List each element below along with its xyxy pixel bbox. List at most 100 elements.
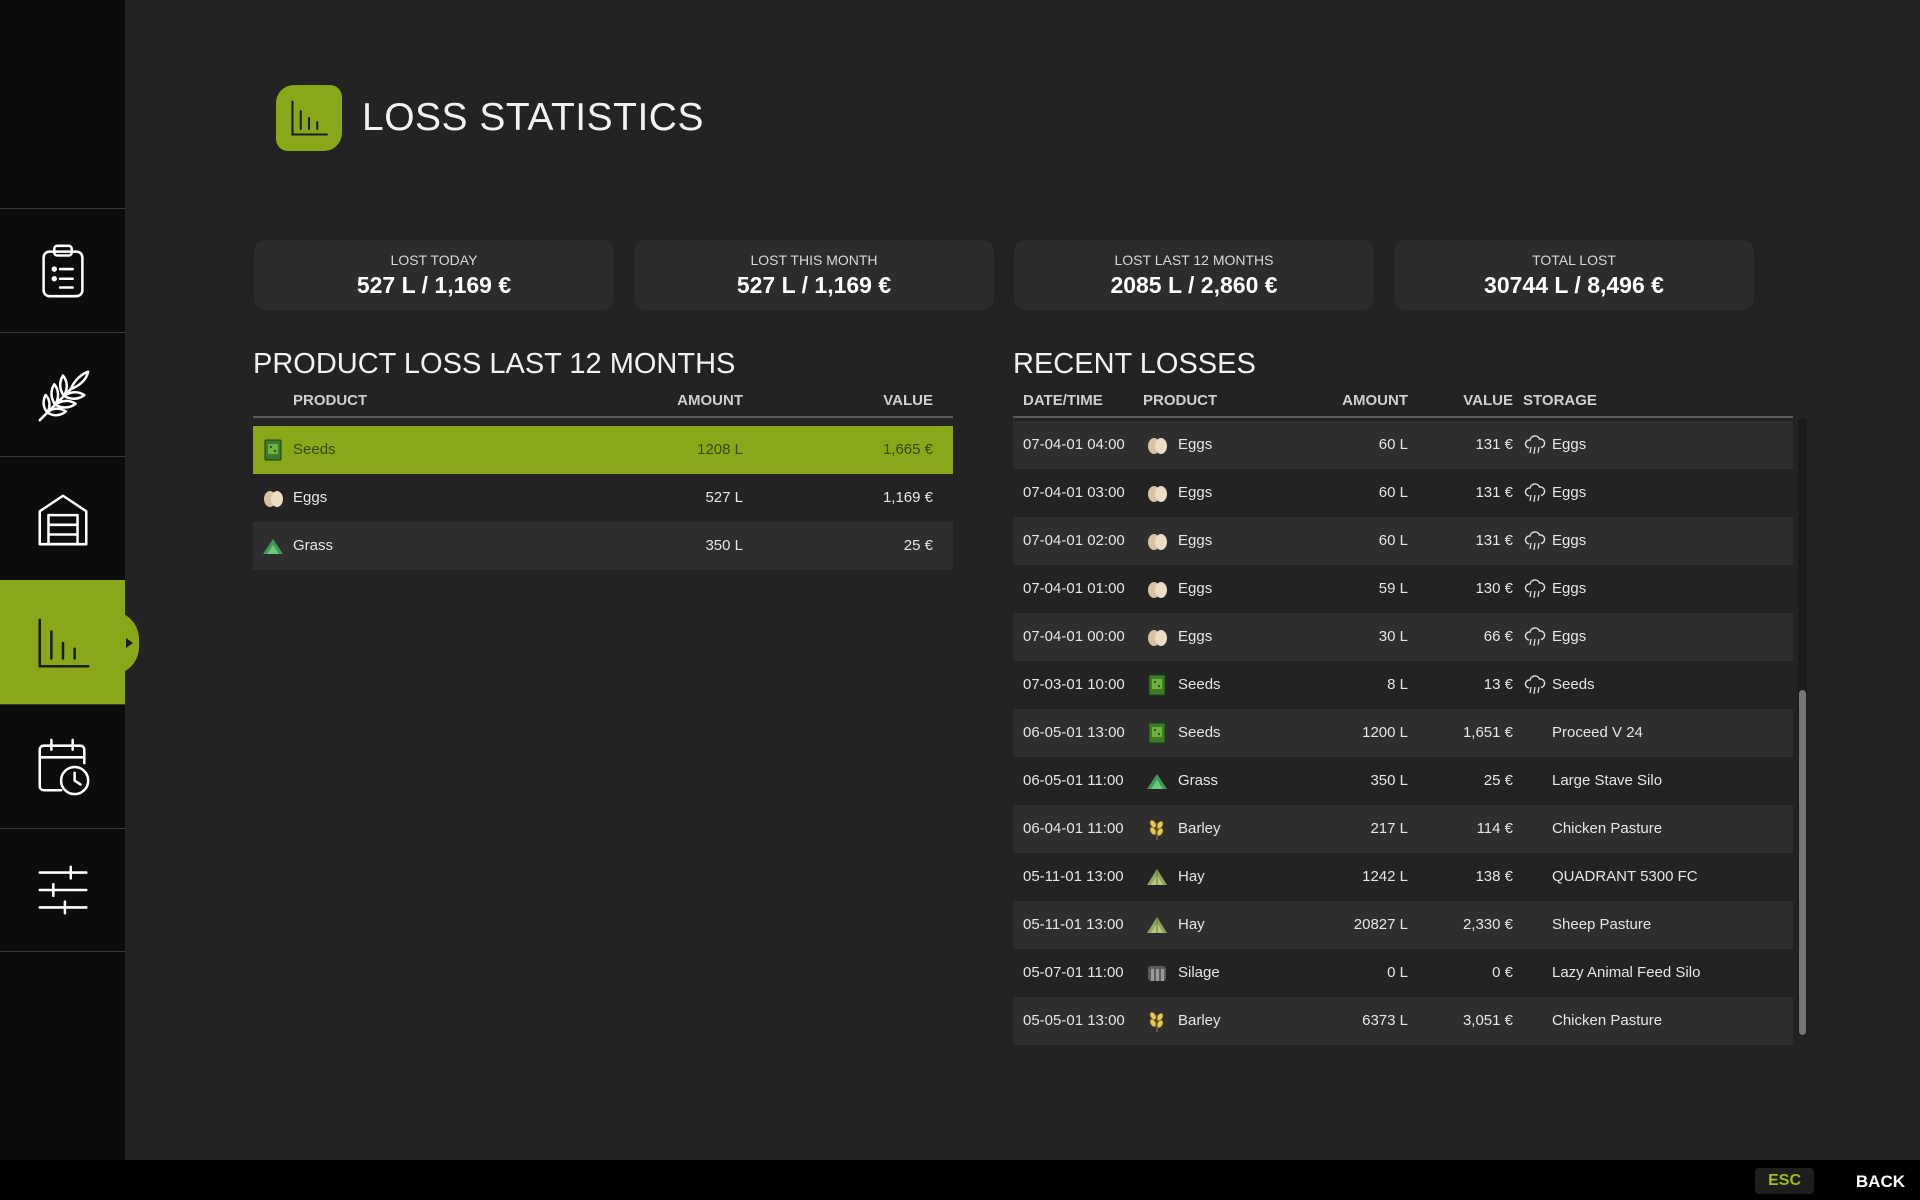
stat-value: 30744 L / 8,496 € [1484,271,1664,298]
loss-datetime: 05-07-01 11:00 [1023,964,1124,981]
loss-product: Eggs [1178,580,1213,597]
sidebar-item-storage[interactable] [0,456,125,580]
header-chart-icon [276,85,342,151]
loss-value: 114 € [1476,820,1513,837]
barn-icon [37,493,88,545]
column-header-storage: STORAGE [1523,392,1597,409]
loss-amount: 1242 L [1362,868,1408,885]
esc-key-badge[interactable]: ESC [1755,1168,1814,1194]
stat-label: LOST LAST 12 MONTHS [1114,251,1274,268]
column-header-value: VALUE [1463,392,1513,409]
header-divider [1013,416,1793,418]
product-loss-table: Seeds 1208 L 1,665 € Eggs 527 L 1,169 € … [253,426,953,570]
sidebar-item-calendar[interactable] [0,704,125,828]
eggs-icon [1148,438,1167,454]
column-header-datetime: DATE/TIME [1023,392,1103,409]
column-header-value: VALUE [883,392,933,409]
loss-product: Eggs [1178,628,1213,645]
loss-value: 1,651 € [1462,724,1513,741]
grass-icon [263,539,283,554]
table-row[interactable]: 05-11-01 13:00 Hay 20827 L 2,330 € Sheep Pas… [1013,901,1793,949]
hay-icon [1147,869,1167,885]
product-loss-title: PRODUCT LOSS LAST 12 MONTHS [253,348,736,380]
product-value: 1,665 € [882,441,933,458]
loss-value: 130 € [1475,580,1513,597]
bar-chart-icon [291,100,328,136]
loss-datetime: 07-04-01 00:00 [1023,628,1125,645]
eggs-icon [1148,630,1167,646]
loss-datetime: 05-05-01 13:00 [1023,1012,1125,1029]
sidebar-item-settings[interactable] [0,828,125,952]
table-row[interactable]: 06-04-01 11:00 Barley 217 L 114 € Chicken Pa… [1013,805,1793,853]
recent-losses-title: RECENT LOSSES [1013,348,1256,380]
loss-product: Hay [1178,868,1205,885]
loss-storage: Eggs [1552,628,1587,645]
table-row[interactable]: 07-04-01 04:00 Eggs 60 L 131 € Eggs [1013,421,1793,469]
table-row[interactable]: 07-03-01 10:00 Seeds 8 L 13 € Seeds [1013,661,1793,709]
product-name: Eggs [293,489,328,506]
table-row[interactable]: 07-04-01 01:00 Eggs 59 L 130 € Eggs [1013,565,1793,613]
recent-losses-table: 07-04-01 04:00 Eggs 60 L 131 € Eggs 07-04-01 … [1013,421,1793,1045]
loss-product: Eggs [1178,436,1213,453]
loss-storage: Chicken Pasture [1552,820,1663,837]
loss-value: 3,051 € [1462,1012,1513,1029]
loss-storage: Eggs [1552,532,1587,549]
table-row[interactable]: 07-04-01 03:00 Eggs 60 L 131 € Eggs [1013,469,1793,517]
table-row[interactable]: 06-05-01 13:00 Seeds 1200 L 1,651 € Proceed … [1013,709,1793,757]
seeds-icon [1148,722,1166,744]
loss-product: Barley [1178,1012,1221,1029]
scrollbar-thumb[interactable] [1799,690,1806,1035]
eggs-icon [1148,582,1167,598]
header-divider [253,416,953,418]
loss-storage: Proceed V 24 [1552,724,1643,741]
product-value: 1,169 € [882,489,933,506]
sidebar-item-crops[interactable] [0,332,125,456]
table-row[interactable]: 05-05-01 13:00 Barley 6373 L 3,051 € Chicken… [1013,997,1793,1045]
sidebar-item-tasks[interactable] [0,208,125,332]
rain-icon [1524,483,1546,503]
loss-storage: Sheep Pasture [1552,916,1652,933]
back-button[interactable]: BACK [1855,1172,1905,1191]
loss-amount: 0 L [1387,964,1408,981]
barley-icon [1149,1012,1164,1032]
loss-product: Seeds [1178,676,1221,693]
loss-storage: Large Stave Silo [1552,772,1663,789]
loss-storage: Lazy Animal Feed Silo [1552,964,1701,981]
eggs-icon [1148,534,1167,550]
eggs-icon [264,491,283,507]
table-row[interactable]: Grass 350 L 25 € [253,522,953,570]
hay-icon [1147,917,1167,933]
stat-value: 527 L / 1,169 € [736,271,892,298]
loss-product: Barley [1178,820,1221,837]
loss-value: 0 € [1492,964,1513,981]
barley-icon [1149,820,1164,840]
loss-value: 138 € [1475,868,1513,885]
active-indicator-arrow [126,638,133,648]
stat-value: 527 L / 1,169 € [356,271,512,298]
stat-label: LOST THIS MONTH [750,251,878,268]
table-row[interactable]: 07-04-01 00:00 Eggs 30 L 66 € Eggs [1013,613,1793,661]
table-row[interactable]: 06-05-01 11:00 Grass 350 L 25 € Large Stave … [1013,757,1793,805]
sidebar-item-statistics[interactable] [0,580,139,704]
table-row[interactable]: 07-04-01 02:00 Eggs 60 L 131 € Eggs [1013,517,1793,565]
sliders-icon [37,865,88,915]
table-row[interactable]: 05-07-01 11:00 Silage 0 L 0 € Lazy Animal Fe… [1013,949,1793,997]
eggs-icon [1148,486,1167,502]
column-header-product: PRODUCT [1143,392,1218,409]
grass-icon [1147,774,1167,789]
loss-datetime: 05-11-01 13:00 [1023,868,1124,885]
loss-amount: 60 L [1378,436,1408,453]
loss-amount: 20827 L [1353,916,1408,933]
loss-datetime: 07-04-01 04:00 [1023,436,1125,453]
product-amount: 1208 L [697,441,743,458]
table-row[interactable]: Seeds 1208 L 1,665 € [253,426,953,474]
loss-product: Seeds [1178,724,1221,741]
table-row[interactable]: 05-11-01 13:00 Hay 1242 L 138 € QUADRANT 530… [1013,853,1793,901]
stat-value: 2085 L / 2,860 € [1110,271,1278,298]
loss-amount: 60 L [1378,484,1408,501]
loss-storage: Eggs [1552,484,1587,501]
rain-icon [1524,627,1546,647]
stat-card-lost-this-month: LOST THIS MONTH 527 L / 1,169 € [634,240,994,310]
table-row[interactable]: Eggs 527 L 1,169 € [253,474,953,522]
loss-value: 2,330 € [1462,916,1513,933]
